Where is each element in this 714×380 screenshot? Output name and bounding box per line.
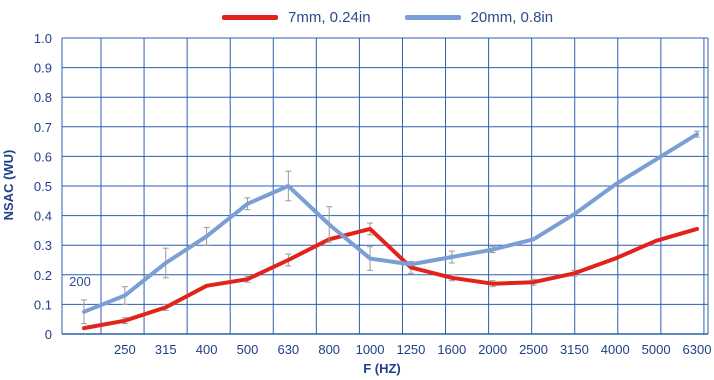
x-tick-label: 2500 — [519, 342, 548, 357]
x-tick-label: 5000 — [642, 342, 671, 357]
y-tick-label: 0.3 — [34, 238, 52, 253]
legend-label-series-2: 20mm, 0.8in — [470, 8, 554, 26]
x-tick-label: 400 — [196, 342, 218, 357]
x-tick-label: 2000 — [478, 342, 507, 357]
x-tick-label: 315 — [155, 342, 177, 357]
y-tick-label: 0.1 — [34, 297, 52, 312]
x-tick-label: 6300 — [683, 342, 712, 357]
legend-swatch-series-2 — [404, 14, 461, 20]
y-axis-label: NSAC (WU) — [1, 150, 16, 221]
x-tick-label: 1000 — [356, 342, 385, 357]
x-tick-label: 800 — [318, 342, 340, 357]
y-tick-label: 0.4 — [34, 209, 52, 224]
y-tick-label: 0.2 — [34, 268, 52, 283]
legend-item-series-2: 20mm, 0.8in — [404, 8, 554, 26]
y-tick-label: 1.0 — [34, 31, 52, 46]
series-layer — [81, 130, 700, 331]
y-tick-label: 0.9 — [34, 61, 52, 76]
y-tick-label: 0.8 — [34, 90, 52, 105]
y-tick-label: 0.7 — [34, 120, 52, 135]
y-tick-label: 0.5 — [34, 179, 52, 194]
series-line-2 — [82, 132, 699, 314]
x-axis-label: F (HZ) — [363, 361, 401, 376]
x-tick-label: 1250 — [396, 342, 425, 357]
x-tick-label: 500 — [237, 342, 259, 357]
x-tick-label: 4000 — [601, 342, 630, 357]
legend-item-series-1: 7mm, 0.24in — [222, 9, 371, 26]
tick-labels: 0 0.1 0.2 0.3 0.4 0.5 0.6 0.7 0.8 0.9 1.0 200 250 315… — [34, 31, 712, 357]
x-tick-label: 630 — [277, 342, 299, 357]
legend-label-series-1: 7mm, 0.24in — [288, 8, 371, 26]
x-tick-label: 3150 — [560, 342, 589, 357]
chart-legend: 7mm, 0.24in 20mm, 0.8in — [222, 6, 587, 28]
x-tick-label: 200 — [69, 274, 91, 289]
y-tick-label: 0 — [45, 327, 52, 342]
x-tick-label: 1600 — [437, 342, 466, 357]
series-line-1 — [82, 226, 699, 331]
legend-swatch-series-1 — [222, 14, 278, 20]
y-tick-label: 0.6 — [34, 149, 52, 164]
x-tick-label: 250 — [114, 342, 136, 357]
